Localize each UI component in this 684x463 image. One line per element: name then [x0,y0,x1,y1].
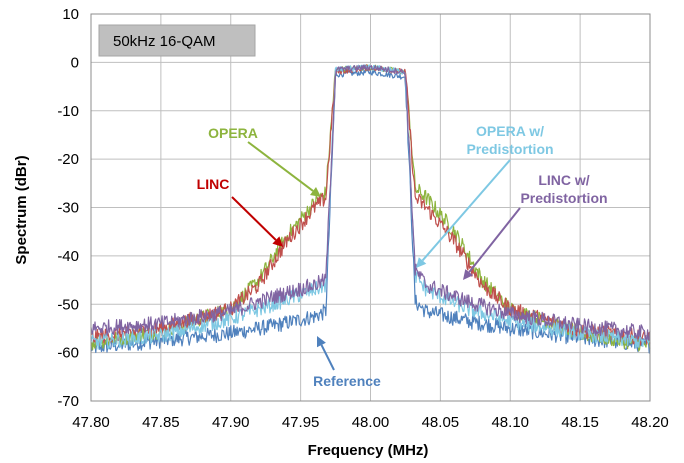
y-tick-label: -70 [57,393,79,410]
x-tick-label: 48.00 [352,414,390,431]
y-tick-label: 0 [71,54,79,71]
series-group [90,64,651,354]
x-tick-label: 48.05 [422,414,460,431]
y-tick-label: -50 [57,296,79,313]
x-tick-label: 48.20 [631,414,669,431]
y-tick-label: -20 [57,151,79,168]
x-axis-title: Frequency (MHz) [308,442,429,459]
annotation-arrow [247,141,314,192]
series-line-opera-w-predistortion [90,64,651,350]
annotation-arrowhead [463,269,474,280]
x-tick-label: 47.95 [282,414,320,431]
axes: 10 0 -10 -20 -30 -40 -50 -60 -70 47.80 47.85 47.90 4… [57,6,668,431]
y-tick-label: -60 [57,345,79,362]
annotation-arrow [421,159,511,262]
plot-frame [90,13,651,402]
x-tick-label: 47.90 [212,414,250,431]
y-tick-label: -10 [57,103,79,120]
x-tick-label: 47.85 [142,414,180,431]
annotation-arrowhead [416,257,427,268]
annotation-label: Predistortion [520,190,607,206]
x-tick-label: 48.10 [491,414,529,431]
legend-box-label: 50kHz 16-QAM [113,33,216,50]
annotation-label: LINC w/ [538,172,589,188]
annotation-label: LINC [197,176,230,192]
x-tick-label: 47.80 [72,414,110,431]
annotation-arrow [231,196,277,241]
annotation-label: Predistortion [466,141,553,157]
legend-box: 50kHz 16-QAM [98,24,256,57]
annotations: OPERA LINC OPERA w/Predistortion LINC w/Pre… [197,123,608,389]
annotation-arrowhead [310,187,321,197]
y-axis-title: Spectrum (dBr) [13,155,30,264]
annotation-arrow [468,207,521,273]
annotation-label: Reference [313,373,381,389]
x-tick-label: 48.15 [561,414,599,431]
y-tick-label: -40 [57,248,79,265]
annotation-arrowhead [317,336,326,348]
annotation-label: OPERA [208,125,258,141]
annotation-label: OPERA w/ [476,123,544,139]
y-tick-label: 10 [62,6,79,23]
annotation-arrow [320,344,335,371]
y-tick-label: -30 [57,200,79,217]
annotation-arrowhead [272,236,283,247]
series-line-linc-w-predistortion [90,64,651,341]
